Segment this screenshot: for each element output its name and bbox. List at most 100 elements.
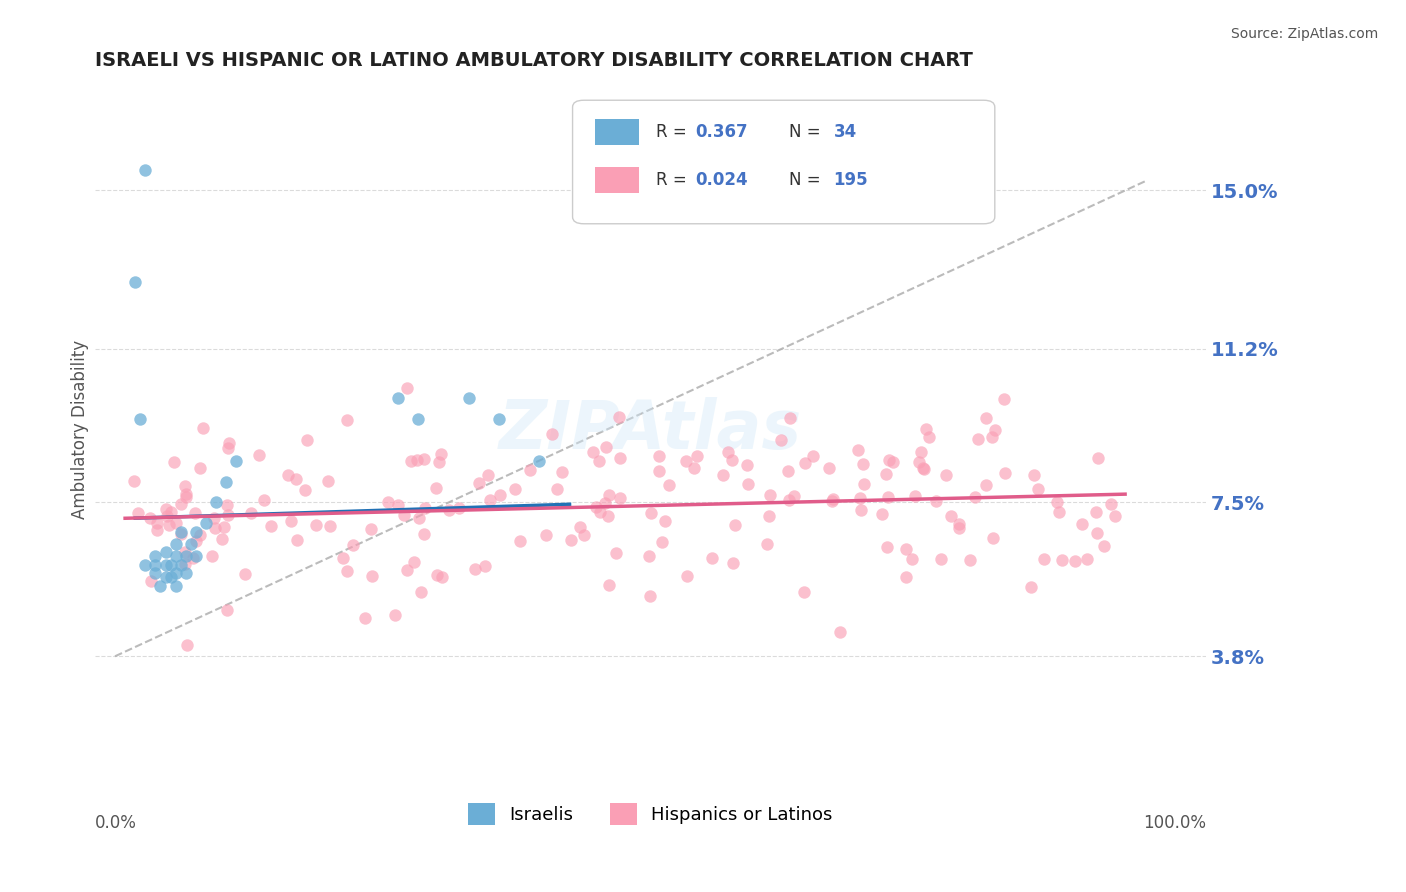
Point (882, 455, 904, 469)
Point (139, 574, 162, 588)
Point (724, 518, 747, 533)
Point (551, 465, 574, 479)
Point (963, 490, 986, 504)
Point (981, 429, 1004, 443)
Point (852, 476, 875, 491)
Point (165, 566, 187, 581)
Point (304, 518, 326, 533)
Point (794, 456, 817, 470)
Point (572, 527, 595, 541)
Point (582, 445, 605, 459)
Point (637, 549, 659, 563)
Point (413, 501, 436, 516)
Point (1026, 482, 1049, 496)
Point (901, 552, 924, 566)
Text: 100.0%: 100.0% (1143, 814, 1206, 832)
Point (823, 492, 845, 507)
Point (568, 520, 591, 534)
Point (280, 514, 302, 528)
Point (217, 603, 239, 617)
Point (1022, 467, 1045, 482)
Point (489, 488, 512, 502)
Point (912, 462, 935, 476)
Point (505, 482, 527, 496)
Point (1076, 551, 1098, 566)
Point (720, 453, 742, 467)
Text: ZIPAtlas: ZIPAtlas (499, 397, 801, 463)
Point (204, 521, 226, 535)
Point (211, 532, 233, 546)
Point (846, 442, 869, 457)
Point (534, 527, 557, 541)
Text: R =: R = (657, 123, 692, 141)
Point (413, 527, 436, 541)
Point (948, 521, 970, 535)
Point (756, 537, 779, 551)
Point (1071, 516, 1094, 531)
Point (585, 500, 607, 515)
Point (285, 533, 308, 548)
Point (918, 430, 941, 444)
Text: 0.024: 0.024 (695, 171, 748, 189)
Point (145, 549, 167, 564)
Text: 0.0%: 0.0% (94, 814, 136, 832)
Point (598, 508, 620, 523)
Point (607, 410, 630, 425)
Point (170, 526, 193, 541)
Point (134, 162, 156, 177)
Point (759, 488, 782, 502)
Point (259, 519, 281, 533)
Point (155, 558, 177, 572)
Text: N =: N = (789, 171, 827, 189)
Point (818, 461, 841, 475)
Text: 0.367: 0.367 (695, 123, 748, 141)
Point (384, 608, 406, 623)
Point (191, 421, 214, 435)
Point (194, 516, 217, 531)
Text: R =: R = (657, 171, 692, 189)
Point (974, 477, 997, 491)
Point (875, 467, 897, 482)
Point (558, 774, 581, 789)
Point (342, 538, 364, 552)
Point (509, 534, 531, 549)
Point (184, 506, 207, 520)
Point (457, 392, 479, 406)
Point (640, 506, 662, 520)
Point (1104, 508, 1126, 523)
Point (240, 506, 263, 520)
Point (139, 510, 162, 524)
Point (215, 499, 238, 513)
Point (188, 528, 211, 542)
Point (1087, 451, 1109, 466)
Point (411, 585, 433, 599)
Point (427, 454, 450, 468)
Point (146, 516, 169, 530)
Point (284, 472, 307, 486)
Point (155, 570, 177, 584)
Point (336, 564, 359, 578)
Point (353, 611, 375, 625)
Point (939, 509, 962, 524)
Point (202, 510, 225, 524)
Point (169, 524, 191, 539)
Point (129, 412, 152, 426)
Point (876, 541, 898, 555)
Point (336, 413, 359, 427)
Point (408, 511, 430, 525)
Point (124, 275, 146, 289)
Point (205, 495, 228, 509)
Text: 34: 34 (834, 123, 856, 141)
Point (529, 454, 551, 468)
Point (396, 381, 419, 395)
Point (776, 464, 799, 478)
Point (425, 481, 447, 495)
Point (609, 450, 631, 465)
Point (146, 523, 169, 537)
Point (218, 436, 240, 450)
Point (449, 500, 471, 515)
Point (127, 506, 149, 520)
Point (479, 493, 502, 508)
Point (405, 453, 427, 467)
Point (413, 452, 436, 467)
